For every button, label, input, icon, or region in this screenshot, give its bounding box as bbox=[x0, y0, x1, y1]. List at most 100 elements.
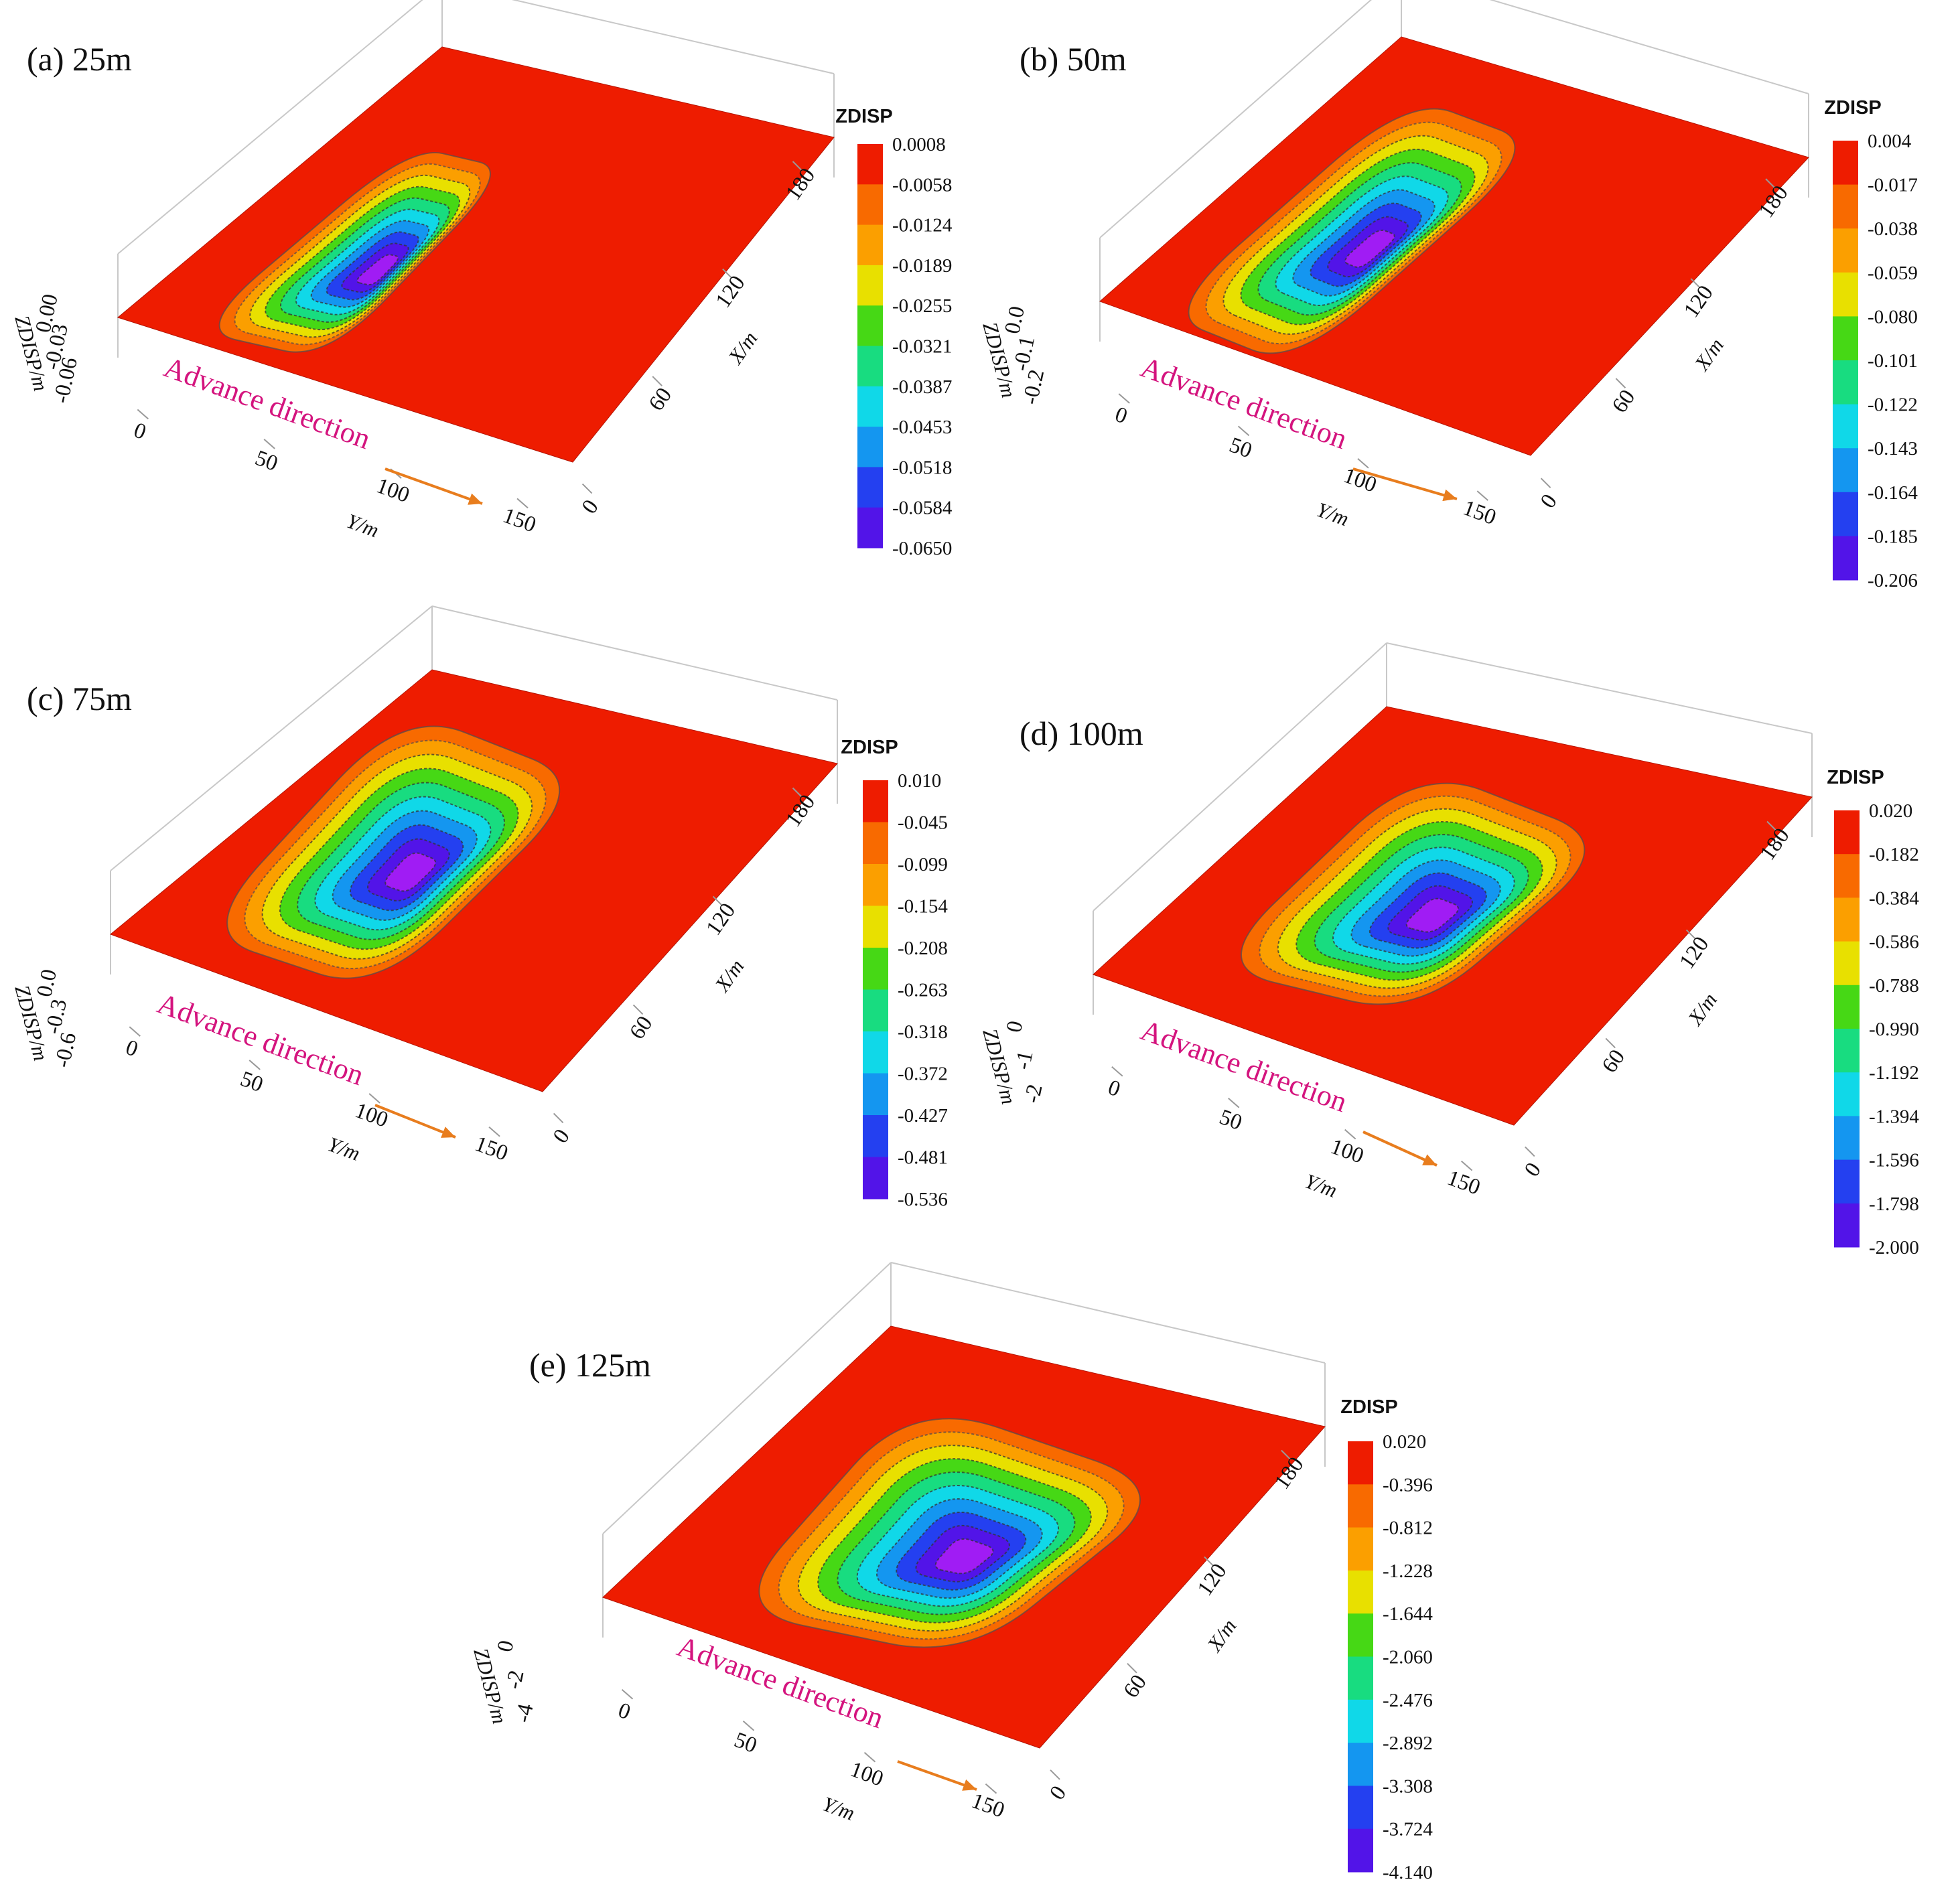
colorbar-tick-label: -2.000 bbox=[1869, 1237, 1919, 1258]
colorbar-swatch bbox=[1348, 1743, 1373, 1786]
y-tick-mark bbox=[1050, 1769, 1060, 1780]
colorbar-tick-label: -0.372 bbox=[898, 1064, 948, 1085]
arrow-head bbox=[962, 1779, 977, 1791]
colorbar-tick-label: -0.101 bbox=[1868, 350, 1918, 372]
y-tick-mark bbox=[1540, 478, 1551, 488]
colorbar-swatch bbox=[863, 1073, 888, 1116]
x-tick-mark bbox=[129, 1026, 141, 1037]
colorbar-swatch bbox=[1348, 1441, 1373, 1485]
panel-a: 050100150Y/m060120180X/m0.00-0.03-0.06ZD… bbox=[10, 0, 953, 559]
colorbar-tick-label: -0.080 bbox=[1868, 306, 1918, 328]
colorbar-swatch bbox=[1833, 360, 1858, 405]
colorbar-tick-label: -1.192 bbox=[1869, 1062, 1919, 1084]
y-tick-mark bbox=[553, 1112, 564, 1124]
panel-title-e: (e) 125m bbox=[529, 1346, 651, 1384]
y-tick-mark bbox=[1690, 278, 1701, 289]
colorbar-swatch bbox=[1834, 1072, 1860, 1116]
x-tick-mark bbox=[1344, 1129, 1356, 1140]
advance-arrow-b bbox=[1352, 467, 1458, 502]
colorbar-tick-label: -0.208 bbox=[898, 938, 948, 959]
contour-band-d-10 bbox=[1405, 897, 1460, 933]
x-tick-mark bbox=[1460, 1160, 1473, 1171]
contour-band-b-10 bbox=[1344, 229, 1395, 268]
colorbar-tick-label: -1.228 bbox=[1383, 1561, 1433, 1582]
colorbar-swatch bbox=[1833, 448, 1858, 493]
colorbar-tick-label: -0.396 bbox=[1383, 1474, 1433, 1496]
y-tick-mark bbox=[1685, 929, 1697, 940]
colorbar-tick-label: -0.185 bbox=[1868, 526, 1918, 547]
colorbar-swatch bbox=[857, 346, 883, 387]
y-tick-mark bbox=[1204, 1556, 1214, 1567]
colorbar-tick-label: 0.020 bbox=[1383, 1431, 1426, 1453]
colorbar-swatch bbox=[857, 144, 883, 185]
x-tick-mark bbox=[1357, 457, 1369, 469]
arrow-head bbox=[468, 493, 482, 505]
x-tick-mark bbox=[985, 1783, 997, 1794]
y-tick-mark bbox=[722, 268, 733, 279]
panel-title-a: (a) 25m bbox=[27, 40, 132, 78]
y-tick-mark bbox=[792, 787, 803, 798]
colorbar-tick-label: -0.812 bbox=[1383, 1518, 1433, 1539]
colorbar-tick-label: -3.724 bbox=[1383, 1819, 1433, 1840]
panel-title-b: (b) 50m bbox=[1020, 40, 1127, 78]
colorbar-swatch bbox=[1834, 1159, 1860, 1204]
x-tick-mark bbox=[368, 1093, 380, 1104]
colorbar-tick-label: -0.206 bbox=[1868, 570, 1918, 591]
box-edge bbox=[1489, 0, 1809, 94]
box-edge bbox=[511, 0, 835, 74]
colorbar-swatch bbox=[1833, 272, 1858, 317]
advance-arrow-c bbox=[374, 1104, 456, 1139]
x-tick-mark bbox=[488, 1126, 500, 1137]
box-edge bbox=[110, 605, 433, 871]
colorbar-tick-label: 0.010 bbox=[898, 770, 941, 792]
colorbar-swatch bbox=[1348, 1484, 1373, 1528]
colorbar-tick-label: 0.004 bbox=[1868, 131, 1912, 152]
colorbar-tick-label: -0.164 bbox=[1868, 482, 1918, 504]
y-tick-mark bbox=[712, 895, 723, 907]
colorbar-swatch bbox=[863, 1115, 888, 1157]
box-edge bbox=[431, 605, 838, 701]
colorbar-tick-label: -0.384 bbox=[1869, 887, 1919, 909]
colorbar-tick-label: -1.394 bbox=[1869, 1106, 1919, 1127]
y-tick-mark bbox=[632, 1004, 644, 1015]
colorbar-tick-label: -0.481 bbox=[898, 1147, 948, 1169]
box-edge bbox=[1093, 642, 1387, 912]
colorbar-swatch bbox=[863, 905, 888, 948]
colorbar-swatch bbox=[857, 265, 883, 306]
y-tick-mark bbox=[1605, 1037, 1616, 1049]
colorbar-swatch bbox=[1833, 492, 1858, 536]
colorbar-tick-label: 0.020 bbox=[1869, 800, 1912, 822]
panel-title-c: (c) 75m bbox=[27, 680, 132, 717]
colorbar-tick-label: -0.122 bbox=[1868, 394, 1918, 416]
colorbar-tick-label: 0.0008 bbox=[892, 134, 946, 155]
arrow-shaft bbox=[384, 467, 483, 505]
box-edge bbox=[602, 1262, 892, 1534]
z-tick-label: 0 bbox=[493, 1638, 519, 1654]
colorbar-tick-label: -0.0189 bbox=[892, 255, 952, 277]
colorbar-swatch bbox=[863, 948, 888, 990]
y-tick-mark bbox=[792, 161, 803, 171]
basin-a bbox=[218, 152, 491, 353]
colorbar-swatch bbox=[857, 184, 883, 226]
advance-arrow-d bbox=[1362, 1131, 1438, 1167]
colorbar-swatch bbox=[1348, 1613, 1373, 1657]
y-tick-mark bbox=[652, 376, 662, 386]
surface-plate-a bbox=[117, 46, 835, 463]
box-edge bbox=[1386, 642, 1813, 734]
advance-arrow-e bbox=[897, 1760, 977, 1791]
colorbar-tick-label: -1.798 bbox=[1869, 1193, 1919, 1215]
colorbar-swatch bbox=[1348, 1570, 1373, 1614]
colorbar-swatch bbox=[1348, 1699, 1373, 1743]
colorbar-swatch bbox=[857, 305, 883, 346]
colorbar-tick-label: -0.0518 bbox=[892, 457, 952, 478]
contour-band-a-10 bbox=[356, 254, 399, 286]
y-tick-mark bbox=[1281, 1449, 1291, 1461]
colorbar-swatch bbox=[1834, 985, 1860, 1029]
basin-c bbox=[226, 725, 561, 979]
colorbar-swatch bbox=[857, 427, 883, 467]
y-tick-mark bbox=[1766, 820, 1777, 832]
